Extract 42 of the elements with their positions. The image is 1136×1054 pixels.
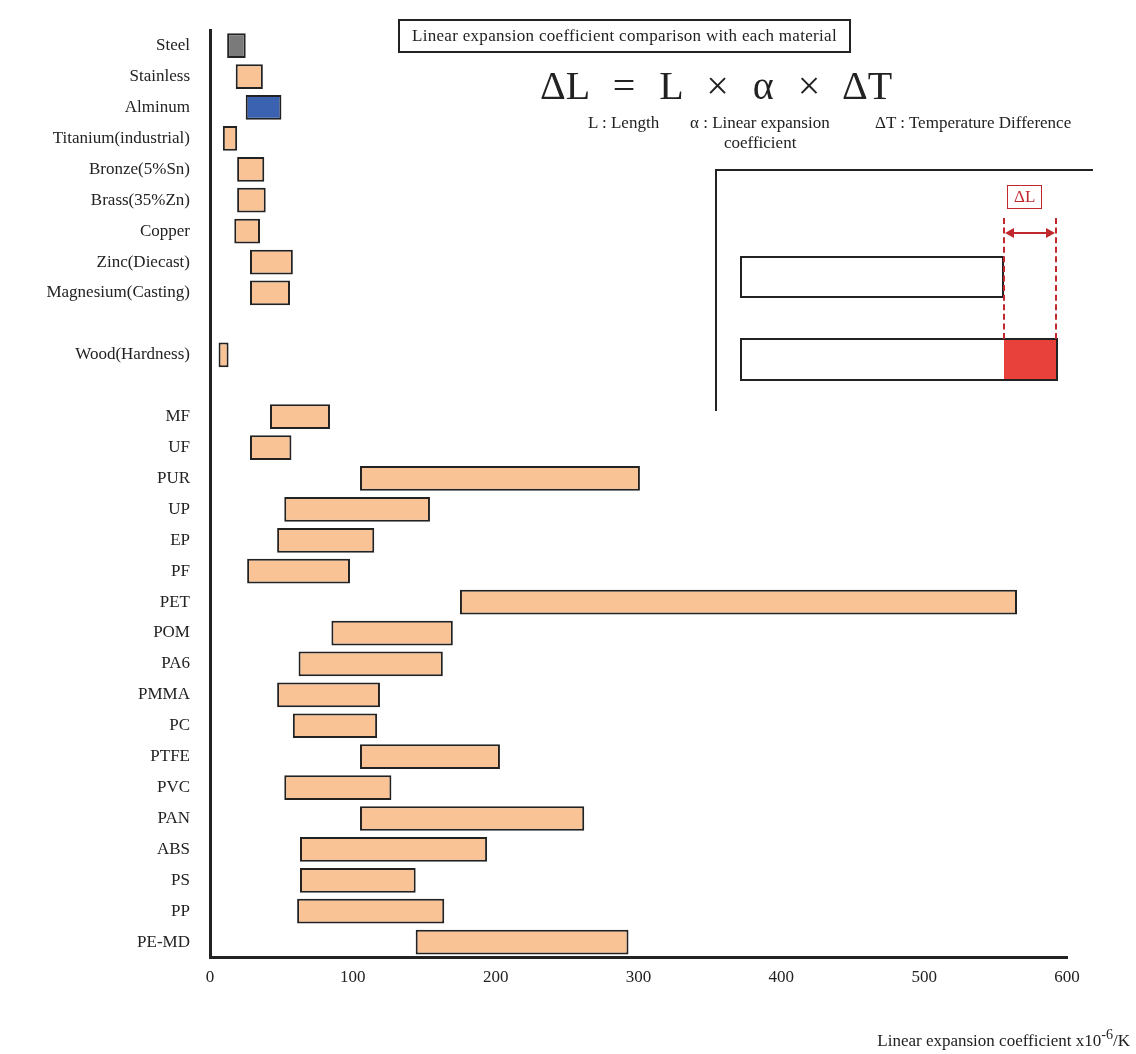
y-tick-label: UP — [168, 498, 190, 518]
y-tick-label: PAN — [157, 807, 190, 827]
y-tick-label: PMMA — [138, 684, 191, 704]
x-axis-title: Linear expansion coefficient x10$^{-6}$/K — [877, 1026, 1130, 1051]
y-tick-label: Steel — [156, 35, 191, 55]
x-tick-label: 600 — [1054, 967, 1080, 987]
y-tick-label: PE-MD — [137, 931, 190, 951]
annotation: ΔT : Temperature Difference — [875, 113, 1073, 133]
y-tick-label: Titanium(industrial) — [52, 127, 190, 147]
y-tick-label: Zinc(Diecast) — [96, 251, 190, 271]
y-tick-label: PF — [171, 560, 190, 580]
y-tick-label: Magnesium(Casting) — [46, 282, 190, 302]
y-tick-label: PVC — [156, 777, 190, 797]
y-tick-label: Copper — [139, 220, 191, 240]
y-tick-label: PA6 — [161, 653, 190, 673]
x-tick-label: 500 — [911, 967, 937, 987]
y-tick-label: PS — [171, 869, 190, 889]
chart-title: Linear expansion coefficient comparison with each material — [398, 19, 851, 53]
y-tick-label: Brass(35%Zn) — [90, 189, 190, 209]
y-tick-label: POM — [153, 622, 190, 642]
x-tick-label: 100 — [340, 967, 366, 987]
x-tick-label: 200 — [482, 967, 509, 987]
y-tick-label: Stainless — [129, 66, 190, 86]
y-tick-label: PUR — [156, 467, 191, 487]
x-tick-label: 400 — [768, 967, 795, 987]
annotation: ΔL = L × α × ΔT — [540, 62, 893, 109]
y-tick-label: PP — [171, 900, 190, 920]
y-tick-label: PET — [159, 591, 191, 611]
y-tick-label: PC — [169, 715, 190, 735]
annotation: α : Linear expansion coefficient — [690, 113, 830, 152]
x-tick-label: 0 — [205, 967, 215, 987]
x-tick-label: 300 — [625, 967, 652, 987]
y-tick-label: UF — [168, 437, 190, 456]
annotation: ΔL — [1007, 185, 1043, 209]
y-tick-label: MF — [165, 406, 190, 426]
y-tick-label: PTFE — [150, 746, 190, 766]
y-tick-label: Alminum — [124, 96, 190, 116]
y-tick-label: Wood(Hardness) — [75, 344, 190, 364]
y-tick-label: EP — [170, 529, 190, 549]
y-tick-label: ABS — [156, 838, 190, 858]
annotation: L : Length — [588, 113, 660, 133]
y-tick-label: Bronze(5%Sn) — [88, 158, 190, 178]
